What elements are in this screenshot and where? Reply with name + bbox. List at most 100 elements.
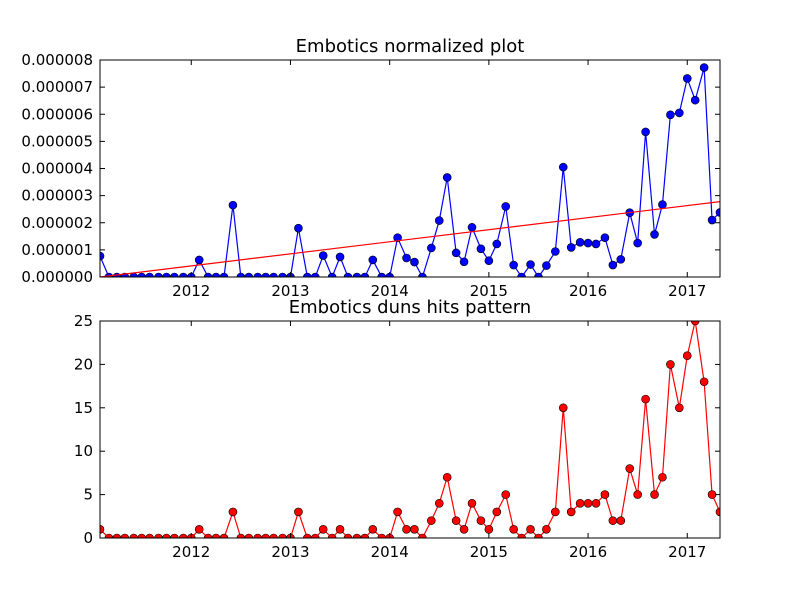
data-point <box>360 272 370 277</box>
series-line <box>100 200 720 277</box>
x-tick-label: 2016 <box>569 543 607 561</box>
data-point <box>343 533 353 538</box>
data-point <box>244 533 254 538</box>
x-tick-label: 2015 <box>470 543 508 561</box>
data-point <box>625 464 635 473</box>
data-point <box>170 533 179 538</box>
data-point <box>682 74 692 83</box>
y-tick-label: 0.000008 <box>21 51 93 69</box>
data-point <box>278 533 287 538</box>
data-point <box>410 525 419 534</box>
data-point <box>269 272 278 277</box>
data-point <box>715 208 720 217</box>
data-point <box>112 533 122 538</box>
data-point <box>484 256 494 266</box>
data-point <box>715 507 720 517</box>
data-point <box>377 533 387 538</box>
data-point <box>501 490 511 499</box>
data-point <box>145 533 154 538</box>
data-point <box>699 377 709 387</box>
data-point <box>129 533 139 538</box>
data-point <box>682 351 692 361</box>
data-point <box>526 260 535 269</box>
y-tick-label: 0.000006 <box>21 105 93 123</box>
data-point <box>583 238 593 248</box>
data-point <box>253 533 263 538</box>
data-point <box>179 533 188 538</box>
y-tick-label: 20 <box>74 355 93 373</box>
data-point <box>145 272 154 277</box>
y-tick-label: 0.000004 <box>21 160 93 178</box>
y-tick-label: 0.000003 <box>21 187 93 205</box>
data-point <box>690 321 700 326</box>
x-tick-label: 2013 <box>271 543 309 561</box>
data-point <box>501 202 511 211</box>
data-point <box>517 533 526 538</box>
data-point <box>459 525 469 534</box>
data-point <box>427 516 436 525</box>
x-tick-label: 2012 <box>172 282 210 300</box>
data-point <box>442 173 452 182</box>
data-point <box>418 533 427 538</box>
data-point <box>310 272 320 277</box>
data-point <box>575 498 585 508</box>
data-point <box>699 63 709 72</box>
x-tick-label: 2015 <box>470 282 508 300</box>
data-point <box>104 533 114 538</box>
data-point <box>100 525 105 534</box>
data-point <box>120 533 130 538</box>
data-point <box>360 533 370 538</box>
data-point <box>137 533 146 538</box>
data-point <box>517 272 526 277</box>
data-point <box>137 272 146 277</box>
data-point <box>327 272 337 277</box>
data-point <box>261 533 270 538</box>
data-point <box>666 360 675 369</box>
data-point <box>551 507 560 517</box>
y-tick-label: 0.000001 <box>21 241 93 259</box>
data-point <box>600 490 610 499</box>
data-point <box>690 95 700 105</box>
data-point <box>352 272 362 277</box>
data-point <box>509 260 518 270</box>
data-point <box>641 394 650 404</box>
data-point <box>476 244 486 254</box>
data-point <box>675 108 684 118</box>
data-point <box>294 223 303 233</box>
data-point <box>650 230 659 239</box>
data-point <box>170 272 179 277</box>
data-point <box>427 243 436 253</box>
data-point <box>154 272 163 277</box>
data-point <box>244 272 254 277</box>
data-point <box>608 516 618 525</box>
data-point <box>194 525 204 534</box>
data-point <box>418 272 427 277</box>
data-point <box>451 248 461 258</box>
x-tick-label: 2014 <box>371 282 409 300</box>
data-point <box>203 533 213 538</box>
data-point <box>558 403 568 413</box>
data-point <box>318 525 328 534</box>
data-point <box>509 525 518 534</box>
data-point <box>393 233 402 242</box>
y-tick-label: 5 <box>83 486 93 504</box>
data-point <box>476 516 486 525</box>
data-point <box>526 525 535 534</box>
y-tick-label: 0 <box>83 529 93 547</box>
data-point <box>261 272 270 277</box>
data-point <box>236 272 246 277</box>
x-tick-label: 2017 <box>668 543 706 561</box>
data-point <box>658 472 667 482</box>
data-point <box>368 255 378 265</box>
data-point <box>219 533 229 538</box>
data-point <box>335 525 345 534</box>
data-point <box>616 255 626 264</box>
data-point <box>633 490 642 499</box>
y-tick-label: 0.000007 <box>21 78 93 96</box>
data-point <box>253 272 263 277</box>
data-point <box>162 272 171 277</box>
y-tick-label: 0.000000 <box>21 268 93 286</box>
axes-frame <box>99 320 721 539</box>
data-point <box>633 238 642 248</box>
